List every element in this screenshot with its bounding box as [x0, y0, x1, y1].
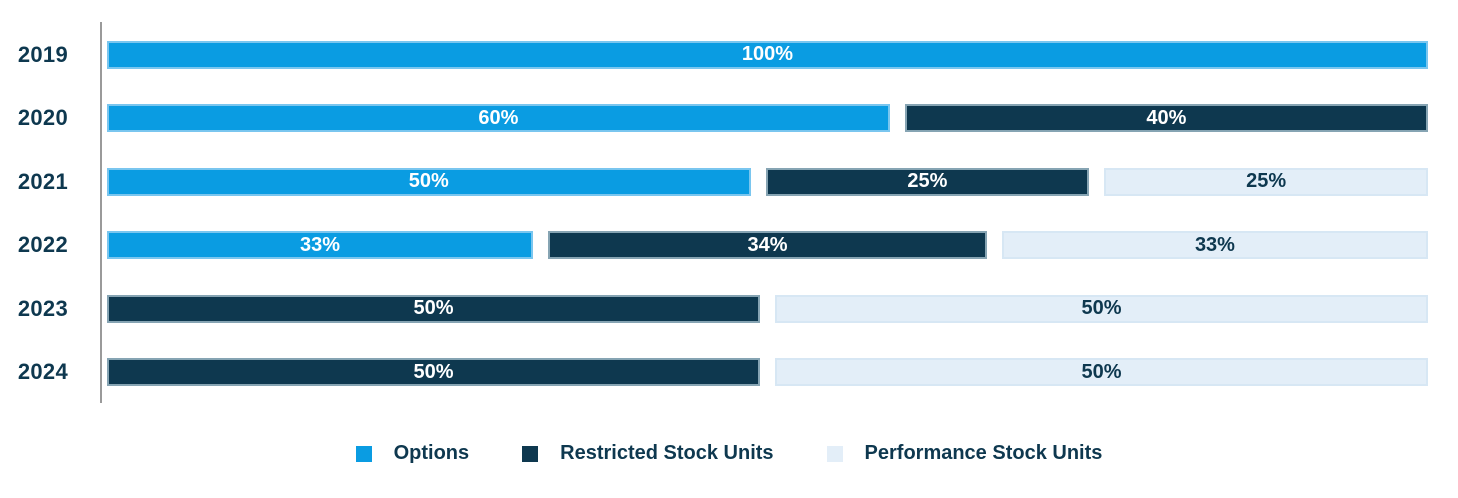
legend-item-options[interactable]: Options [355, 442, 470, 465]
bar-stack: 50% 50% [107, 358, 1428, 387]
bar-segment-restricted-stock-units[interactable]: 25% [765, 167, 1090, 196]
bar-value-label: 25% [1246, 170, 1287, 193]
bar-value-label: 60% [478, 106, 519, 129]
y-axis-line [100, 22, 102, 403]
legend-swatch-options [355, 445, 372, 462]
bar-segment-options[interactable]: 33% [107, 231, 534, 260]
chart-row-2020: 2020 60% 40% [0, 87, 1428, 151]
bar-stack: 50% 25% 25% [107, 167, 1428, 196]
legend-item-restricted-stock-units[interactable]: Restricted Stock Units [522, 442, 774, 465]
bar-value-label: 50% [408, 170, 449, 193]
legend-label: Restricted Stock Units [560, 442, 774, 464]
bar-segment-restricted-stock-units[interactable]: 50% [107, 358, 760, 387]
chart-row-2021: 2021 50% 25% 25% [0, 150, 1428, 214]
bar-segment-restricted-stock-units[interactable]: 40% [904, 104, 1428, 133]
chart-row-2019: 2019 100% [0, 23, 1428, 87]
bar-segment-options[interactable]: 100% [107, 40, 1428, 69]
legend-swatch-restricted-stock-units [522, 445, 539, 462]
legend-label: Performance Stock Units [864, 442, 1103, 464]
plot-area: 2019 100% 2020 60% 40% 2021 50% 25% 25% 2022 33% 34… [0, 23, 1428, 404]
category-label: 2021 [17, 168, 68, 194]
bar-value-label: 100% [741, 43, 794, 66]
plot-rows: 2019 100% 2020 60% 40% 2021 50% 25% 25% 2022 33% 34… [0, 23, 1428, 404]
bar-segment-performance-stock-units[interactable]: 25% [1104, 167, 1428, 196]
bar-value-label: 40% [1146, 106, 1187, 129]
bar-segment-restricted-stock-units[interactable]: 34% [548, 231, 987, 260]
chart-row-2023: 2023 50% 50% [0, 277, 1428, 341]
bar-value-label: 33% [1194, 233, 1235, 256]
category-label: 2020 [17, 105, 68, 131]
bar-stack: 50% 50% [107, 294, 1428, 323]
legend: Options Restricted Stock Units Performance… [0, 442, 1458, 465]
bar-value-label: 50% [1081, 297, 1122, 320]
category-label: 2024 [17, 359, 68, 385]
bar-value-label: 50% [413, 360, 454, 383]
chart-row-2024: 2024 50% 50% [0, 341, 1428, 405]
bar-value-label: 33% [300, 233, 341, 256]
bar-value-label: 25% [907, 170, 948, 193]
bar-stack: 100% [107, 40, 1428, 69]
bar-value-label: 34% [747, 233, 788, 256]
legend-label: Options [393, 442, 470, 464]
category-label: 2023 [17, 295, 68, 321]
bar-stack: 33% 34% 33% [107, 231, 1428, 260]
bar-segment-performance-stock-units[interactable]: 33% [1001, 231, 1428, 260]
bar-segment-options[interactable]: 50% [107, 167, 751, 196]
bar-segment-options[interactable]: 60% [107, 104, 890, 133]
category-label: 2019 [17, 41, 68, 67]
category-label: 2022 [17, 232, 68, 258]
bar-value-label: 50% [413, 297, 454, 320]
chart-row-2022: 2022 33% 34% 33% [0, 214, 1428, 278]
bar-segment-performance-stock-units[interactable]: 50% [775, 294, 1428, 323]
legend-item-performance-stock-units[interactable]: Performance Stock Units [826, 442, 1103, 465]
bar-stack: 60% 40% [107, 104, 1428, 133]
bar-segment-restricted-stock-units[interactable]: 50% [107, 294, 760, 323]
bar-segment-performance-stock-units[interactable]: 50% [775, 358, 1428, 387]
bar-value-label: 50% [1081, 360, 1122, 383]
legend-swatch-performance-stock-units [826, 445, 843, 462]
